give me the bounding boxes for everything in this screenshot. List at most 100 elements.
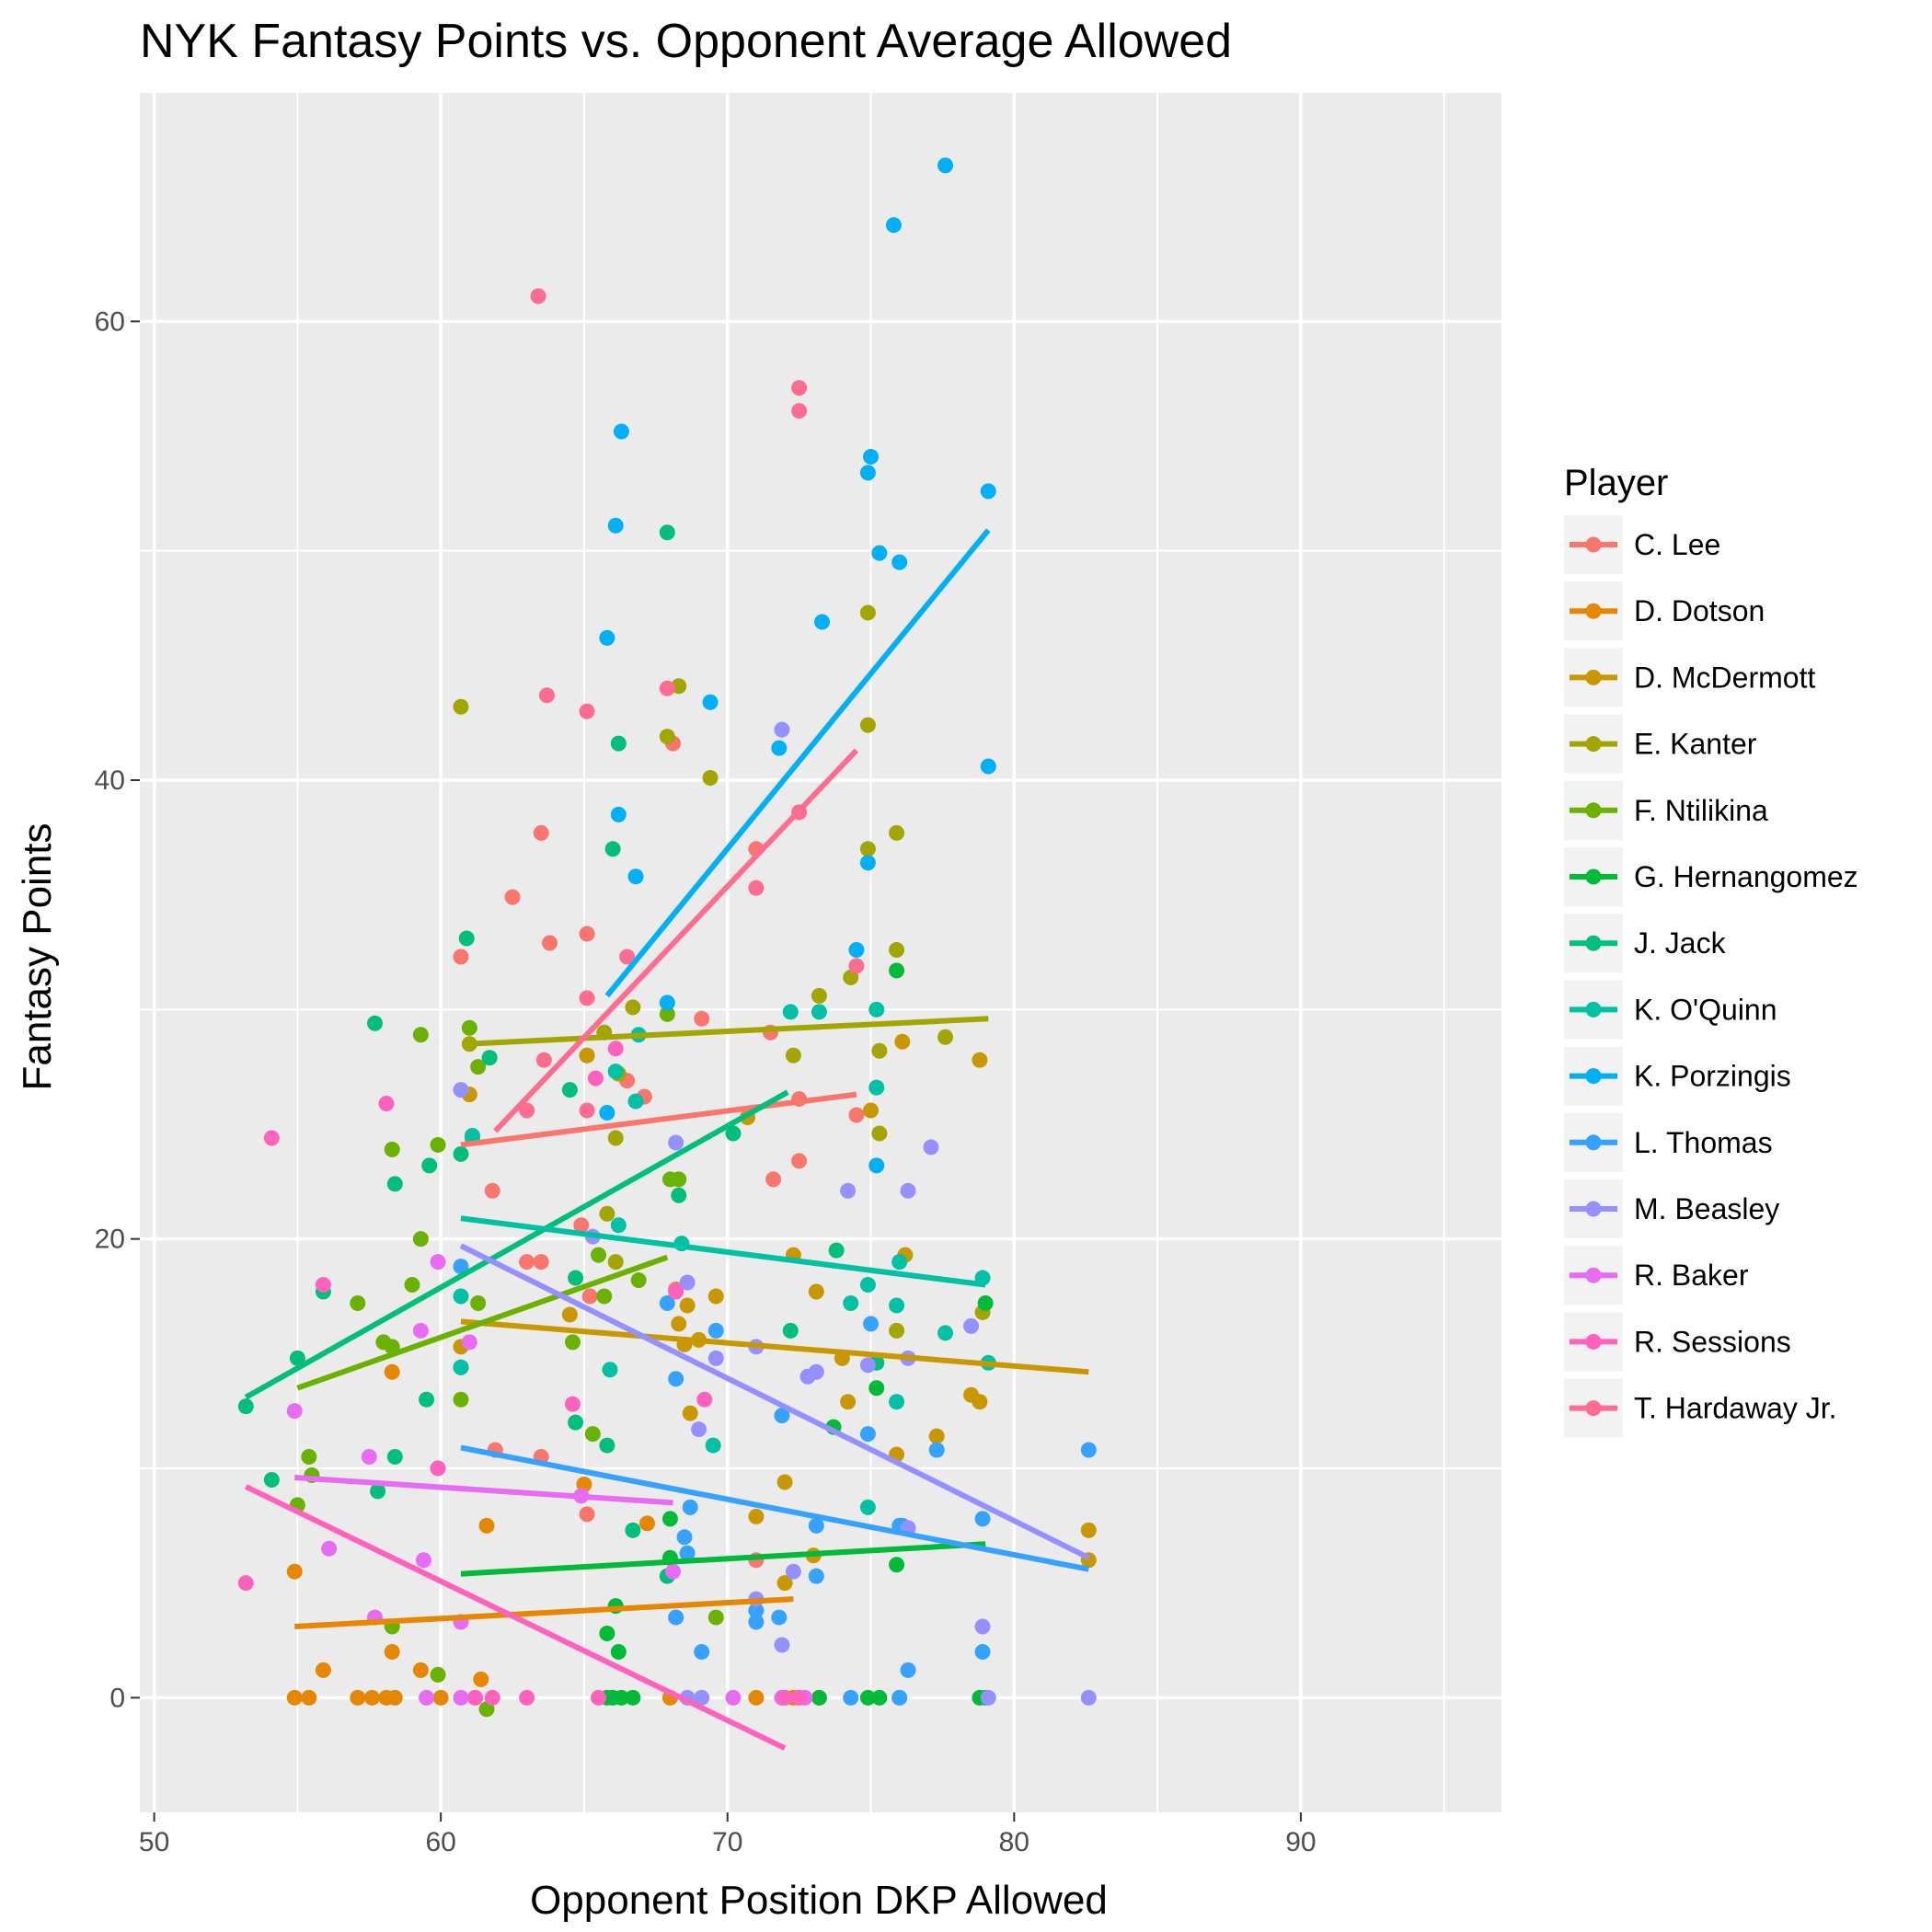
legend-label: M. Beasley <box>1634 1192 1779 1225</box>
data-point <box>774 1637 790 1653</box>
data-point <box>785 1047 801 1064</box>
data-point <box>370 1483 386 1500</box>
data-point <box>679 1274 696 1291</box>
x-axis-title: Opponent Position DKP Allowed <box>530 1878 1108 1923</box>
data-point <box>599 1626 615 1642</box>
x-tick-label: 70 <box>712 1827 742 1857</box>
data-point <box>676 1529 693 1546</box>
data-point <box>533 824 549 841</box>
legend-label: E. Kanter <box>1634 728 1757 761</box>
data-point <box>478 1517 495 1534</box>
data-point <box>859 1426 876 1443</box>
legend-key-point <box>1585 1134 1602 1151</box>
data-point <box>613 423 629 440</box>
data-point <box>581 1288 598 1305</box>
data-point <box>748 1614 765 1630</box>
data-point <box>453 698 469 715</box>
data-point <box>533 1254 549 1271</box>
data-point <box>561 1306 578 1323</box>
legend-key-point <box>1585 802 1602 819</box>
trend-line <box>294 1474 673 1506</box>
data-point <box>378 1096 395 1112</box>
trend-line <box>244 1089 789 1400</box>
data-point <box>791 380 808 397</box>
data-point <box>263 1130 280 1146</box>
data-point <box>863 1102 880 1119</box>
data-point <box>682 1405 698 1421</box>
legend-key-point <box>1585 1400 1602 1417</box>
data-point <box>470 1294 487 1311</box>
data-point <box>679 1297 696 1314</box>
data-point <box>859 1277 876 1294</box>
data-point <box>868 1380 885 1397</box>
data-point <box>386 1689 403 1706</box>
data-point <box>696 1391 713 1408</box>
data-point <box>315 1662 331 1678</box>
data-point <box>415 1552 431 1569</box>
data-point <box>868 1001 885 1018</box>
data-point <box>610 1643 627 1660</box>
data-point <box>859 841 876 857</box>
data-point <box>707 1350 724 1366</box>
data-point <box>859 717 876 733</box>
data-point <box>889 1557 905 1573</box>
data-point <box>568 1414 584 1431</box>
legend-key-point <box>1585 1201 1602 1217</box>
data-point <box>361 1449 377 1466</box>
data-point <box>610 1217 627 1234</box>
data-point <box>891 1689 908 1706</box>
y-tick-label: 40 <box>95 765 125 796</box>
data-point <box>419 1689 435 1706</box>
data-point <box>776 1474 793 1490</box>
data-point <box>828 1242 845 1259</box>
trend-line <box>460 1541 986 1577</box>
data-point <box>885 217 902 234</box>
data-point <box>470 1059 487 1075</box>
data-point <box>599 629 615 646</box>
data-point <box>286 1563 303 1580</box>
legend-key-point <box>1585 1068 1602 1085</box>
legend-item: J. Jack <box>1564 914 1727 973</box>
data-point <box>591 1247 607 1263</box>
data-point <box>889 962 905 979</box>
data-point <box>568 1270 584 1286</box>
data-point <box>980 1689 996 1706</box>
legend-label: K. Porzingis <box>1634 1060 1791 1093</box>
data-point <box>889 1297 905 1314</box>
legend-label: L. Thomas <box>1634 1126 1773 1159</box>
data-point <box>923 1139 939 1156</box>
data-point <box>679 1545 696 1561</box>
data-point <box>928 1442 945 1458</box>
legend: Player C. Lee D. Dotson D. McDermott E. Kan… <box>1564 463 1858 1438</box>
data-point <box>659 1006 675 1022</box>
data-point <box>481 1050 498 1066</box>
data-point <box>535 1052 552 1068</box>
data-point <box>519 1102 535 1119</box>
legend-label: G. Hernangomez <box>1634 860 1858 893</box>
y-tick-label: 0 <box>109 1683 125 1713</box>
trend-line <box>460 1215 986 1288</box>
data-point <box>237 1398 254 1415</box>
data-point <box>771 1609 788 1626</box>
data-point <box>484 1689 500 1706</box>
data-point <box>625 1522 641 1538</box>
data-point <box>859 1499 876 1515</box>
data-point <box>811 1689 827 1706</box>
data-point <box>859 1689 876 1706</box>
data-point <box>791 403 808 420</box>
legend-item: M. Beasley <box>1564 1179 1779 1238</box>
data-point <box>386 1449 403 1466</box>
legend-item: K. Porzingis <box>1564 1046 1791 1106</box>
legend-label: F. Ntilikina <box>1634 794 1768 827</box>
data-point <box>974 1643 991 1660</box>
legend-item: E. Kanter <box>1564 714 1757 774</box>
trend-line <box>296 1254 669 1391</box>
data-point <box>519 1689 535 1706</box>
data-point <box>682 1499 698 1515</box>
data-point <box>848 942 865 959</box>
data-point <box>691 1421 707 1438</box>
x-tick-label: 50 <box>139 1827 169 1857</box>
data-point <box>630 1272 647 1289</box>
data-point <box>863 1316 880 1332</box>
data-point <box>937 157 954 174</box>
